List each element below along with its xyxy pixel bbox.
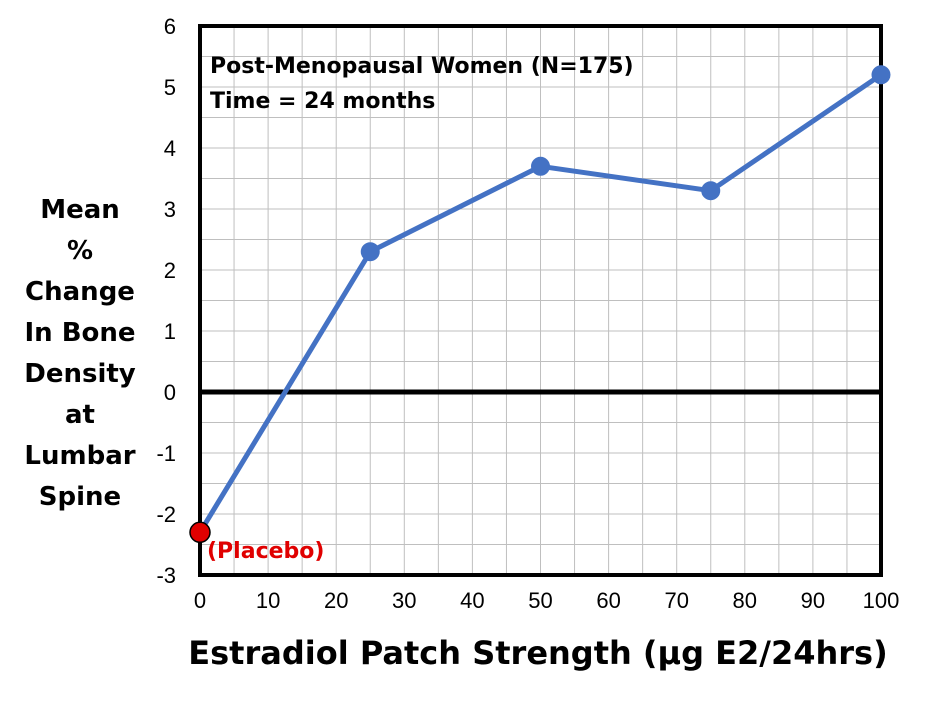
placebo-point <box>189 521 211 544</box>
y-axis-label-line: Mean <box>40 195 120 225</box>
y-tick-label: 2 <box>164 258 176 283</box>
y-tick-label: 1 <box>164 319 176 344</box>
y-tick-label: 5 <box>164 75 176 100</box>
plot-frame <box>198 24 883 577</box>
x-tick-label: 0 <box>194 588 206 613</box>
y-tick-label: -1 <box>156 441 176 466</box>
x-axis-ticks: 0 10 20 30 40 50 60 70 80 90 100 <box>194 588 899 613</box>
x-tick-label: 40 <box>460 588 484 613</box>
y-axis-label-line: Lumbar <box>24 441 135 471</box>
y-tick-label: 3 <box>164 197 176 222</box>
y-axis-label-line: In Bone <box>24 318 135 348</box>
data-point <box>701 181 721 201</box>
y-tick-label: 6 <box>164 14 176 39</box>
placebo-label: (Placebo) <box>207 539 324 564</box>
x-tick-label: 60 <box>596 588 620 613</box>
y-tick-label: -3 <box>156 563 176 588</box>
y-axis-label-line: Change <box>25 277 135 307</box>
x-tick-label: 30 <box>392 588 416 613</box>
x-tick-label: 10 <box>256 588 280 613</box>
y-axis-label: Mean% Change In Bone Density at Lumbar Spine <box>24 195 136 512</box>
y-tick-label: 0 <box>164 380 176 405</box>
data-points <box>189 65 891 544</box>
x-tick-label: 50 <box>528 588 552 613</box>
annotation-population: Post-Menopausal Women (N=175) <box>210 54 634 79</box>
x-tick-label: 100 <box>863 588 900 613</box>
data-point <box>360 242 380 262</box>
y-axis-ticks: 6 5 4 3 2 1 0 -1 -2 -3 <box>156 14 176 588</box>
grid-lines <box>199 25 882 576</box>
x-axis-label: Estradiol Patch Strength (μg E2/24hrs) <box>188 634 887 672</box>
y-tick-label: 4 <box>164 136 176 161</box>
y-axis-label-line: Spine <box>39 482 121 512</box>
y-tick-label: -2 <box>156 502 176 527</box>
y-axis-label-line: % <box>67 236 93 266</box>
annotation-time: Time = 24 months <box>210 89 435 114</box>
y-axis-label-line: at <box>65 400 95 430</box>
data-point <box>531 156 550 176</box>
data-point <box>871 65 891 85</box>
x-tick-label: 70 <box>664 588 688 613</box>
y-axis-label-line: Density <box>24 359 136 389</box>
x-tick-label: 20 <box>324 588 348 613</box>
x-tick-label: 80 <box>733 588 757 613</box>
x-tick-label: 90 <box>801 588 825 613</box>
